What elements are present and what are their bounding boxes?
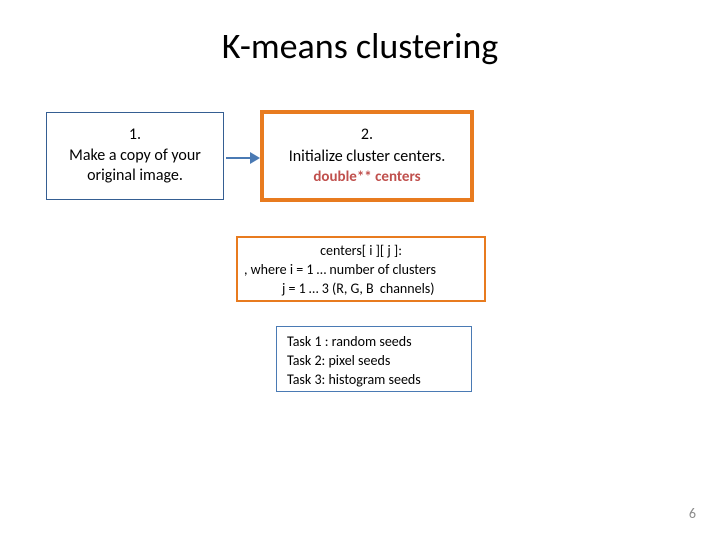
- step-2-box: 2. Initialize cluster centers. double** …: [260, 110, 474, 202]
- centers-info-line-1: centers[ i ][ j ]:: [244, 242, 478, 261]
- slide-title: K-means clustering: [0, 24, 720, 68]
- centers-info-line-3: j = 1 … 3 (R, G, B channels): [244, 280, 478, 299]
- step-2-line-1: Initialize cluster centers.: [289, 146, 446, 168]
- tasks-box: Task 1 : random seeds Task 2: pixel seed…: [276, 326, 472, 392]
- step-1-box: 1. Make a copy of your original image.: [46, 112, 224, 200]
- step-1-line-2: original image.: [87, 166, 183, 187]
- arrow-line: [226, 157, 252, 159]
- step-1-line-1: Make a copy of your: [69, 146, 201, 167]
- step-1-number: 1.: [129, 125, 141, 146]
- arrow-1-to-2: [226, 154, 262, 156]
- task-1: Task 1 : random seeds: [287, 333, 461, 352]
- page-number: 6: [689, 505, 696, 522]
- task-2: Task 2: pixel seeds: [287, 352, 461, 371]
- step-2-code: double** centers: [313, 167, 420, 187]
- arrow-head-icon: [250, 152, 260, 164]
- centers-info-line-2: , where i = 1 … number of clusters: [244, 261, 478, 280]
- slide: K-means clustering 1. Make a copy of you…: [0, 0, 720, 540]
- step-2-number: 2.: [361, 124, 373, 146]
- centers-info-box: centers[ i ][ j ]: , where i = 1 … numbe…: [236, 236, 486, 302]
- task-3: Task 3: histogram seeds: [287, 371, 461, 390]
